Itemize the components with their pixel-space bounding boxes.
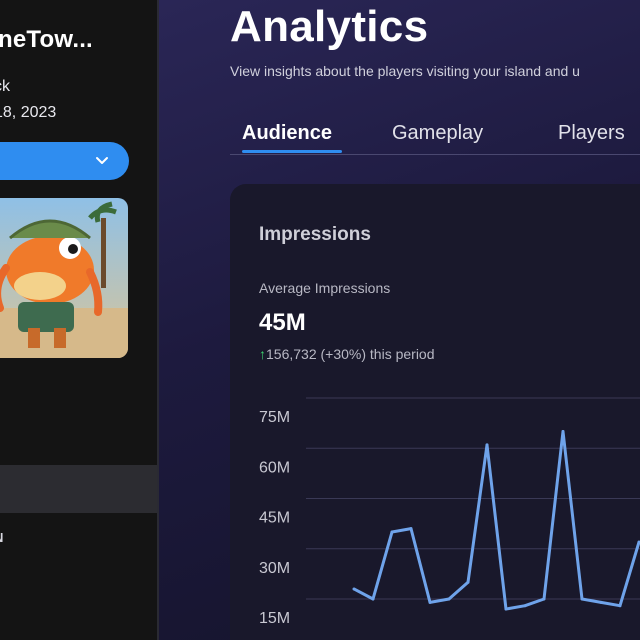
island-author: ck <box>0 78 10 95</box>
island-date: 18, 2023 <box>0 104 57 121</box>
arrow-up-icon: ↑ <box>259 346 266 362</box>
tab-bar: Audience Gameplay Players <box>230 118 640 156</box>
y-tick-label: 30M <box>259 560 290 577</box>
y-tick-label: 60M <box>259 459 290 476</box>
data-point <box>618 604 622 608</box>
tabs-rule <box>230 154 640 155</box>
chevron-down-icon <box>96 157 108 164</box>
page-subtitle: View insights about the players visiting… <box>230 63 580 79</box>
average-label: Average Impressions <box>259 280 391 296</box>
version-dropdown[interactable] <box>0 142 129 180</box>
delta-summary: ↑156,732 (+30%) this period <box>259 346 435 362</box>
data-point <box>523 604 527 608</box>
sidebar-divider <box>157 0 159 640</box>
sidebar-section-label: N <box>0 530 3 545</box>
island-thumbnail <box>0 198 128 358</box>
y-tick-label: 15M <box>259 610 290 627</box>
card-title: Impressions <box>259 224 371 245</box>
tab-audience[interactable]: Audience <box>242 122 333 144</box>
tab-players[interactable]: Players <box>558 122 625 144</box>
island-title: neTow... <box>0 26 93 53</box>
data-point <box>428 600 432 604</box>
data-point <box>542 597 546 601</box>
y-tick-label: 75M <box>259 409 290 426</box>
tab-gameplay[interactable]: Gameplay <box>392 122 484 144</box>
data-point <box>390 530 394 534</box>
page-title: Analytics <box>230 2 429 51</box>
data-point <box>409 527 413 531</box>
data-point <box>637 540 640 544</box>
main-content: Analytics View insights about the player… <box>159 0 640 640</box>
data-point <box>580 597 584 601</box>
sidebar-item-selected[interactable] <box>0 465 157 513</box>
impressions-series-line <box>353 430 640 611</box>
y-tick-label: 45M <box>259 510 290 527</box>
data-point <box>485 443 489 447</box>
data-point <box>504 607 508 611</box>
impressions-chart: 15M 30M 45M 60M 75M <box>259 397 640 627</box>
data-point <box>371 597 375 601</box>
impressions-card: Impressions Average Impressions 45M ↑156… <box>230 184 640 640</box>
data-point <box>352 587 356 591</box>
sidebar: neTow... ck 18, 2023 <box>0 0 157 640</box>
data-point <box>466 580 470 584</box>
data-point <box>561 430 565 433</box>
data-point <box>599 600 603 604</box>
data-point <box>447 597 451 601</box>
active-tab-indicator <box>242 150 342 153</box>
delta-text: 156,732 (+30%) this period <box>266 346 435 362</box>
average-value: 45M <box>259 309 306 336</box>
